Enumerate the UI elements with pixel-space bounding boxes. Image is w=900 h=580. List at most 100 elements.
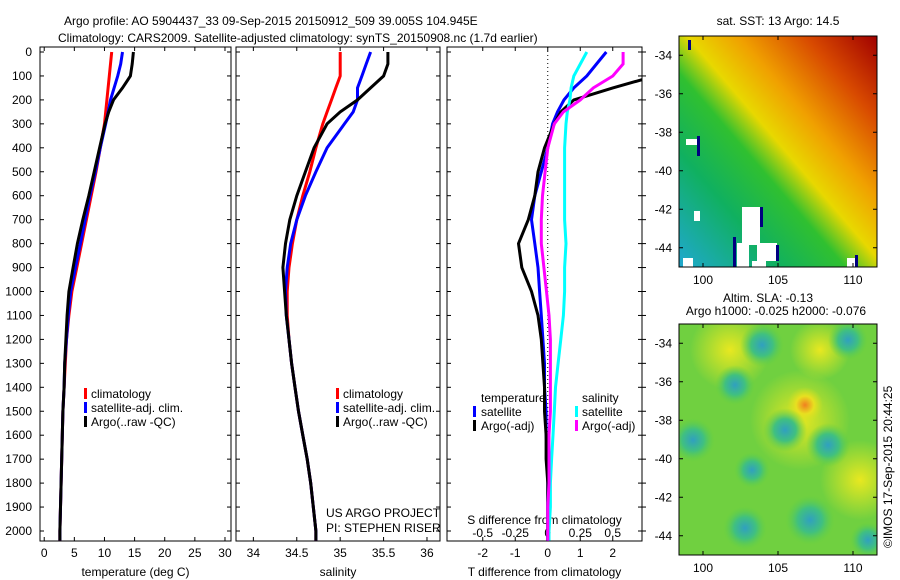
y-tick-label: 0 bbox=[25, 45, 32, 59]
x-tick-label: 34.5 bbox=[285, 546, 309, 560]
legend-swatch bbox=[336, 388, 339, 399]
x-tick-label: 0 bbox=[41, 546, 48, 560]
y-tick-label: 300 bbox=[12, 117, 32, 131]
s-tick-label: -0.5 bbox=[472, 526, 493, 540]
series-line-s-argo-adj- bbox=[539, 52, 625, 541]
x-tick-label: 36 bbox=[420, 546, 434, 560]
cloud-mask bbox=[683, 139, 855, 267]
y-tick-label: 1400 bbox=[5, 380, 32, 394]
x-tick-label: -2 bbox=[477, 546, 488, 560]
legend-label: Argo(-adj) bbox=[481, 419, 534, 433]
legend-label: climatology bbox=[91, 387, 151, 401]
map-x-tick-label: 105 bbox=[768, 273, 788, 287]
series-line-satellite-adj-clim- bbox=[283, 51, 373, 541]
s-tick-label: 0.25 bbox=[569, 526, 593, 540]
legend-swatch bbox=[84, 388, 87, 399]
legend-swatch bbox=[84, 416, 87, 427]
title-line-1: Argo profile: AO 5904437_33 09-Sep-2015 … bbox=[64, 14, 478, 28]
legend-swatch bbox=[84, 402, 87, 413]
legend-label: satellite-adj. clim. bbox=[343, 401, 435, 415]
s-tick-label: -0.25 bbox=[502, 526, 530, 540]
y-tick-label: 1200 bbox=[5, 332, 32, 346]
x-tick-label: 1 bbox=[577, 546, 584, 560]
x-tick-label: 35 bbox=[333, 546, 347, 560]
y-tick-label: 400 bbox=[12, 141, 32, 155]
y-tick-label: 1300 bbox=[5, 356, 32, 370]
x-tick-label: 5 bbox=[71, 546, 78, 560]
map-x-tick-label: 100 bbox=[693, 561, 713, 575]
sla-map: Altim. SLA: -0.13 Argo h1000: -0.025 h20… bbox=[655, 291, 878, 575]
legend-title-temperature: temperature bbox=[481, 391, 546, 405]
y-tick-label: 200 bbox=[12, 93, 32, 107]
series-line-t-satellite bbox=[529, 51, 608, 541]
s-tick-label: 0.5 bbox=[604, 526, 621, 540]
legend-swatch bbox=[473, 406, 476, 417]
x-tick-label: 35.5 bbox=[372, 546, 396, 560]
x-tick-label: 0 bbox=[544, 546, 551, 560]
series-line-climatology bbox=[285, 52, 342, 541]
map-y-tick-label: -36 bbox=[655, 87, 673, 101]
legend-swatch bbox=[336, 416, 339, 427]
s-axis-label: S difference from climatology bbox=[467, 513, 622, 527]
legend-swatch bbox=[575, 420, 578, 431]
legend-swatch bbox=[575, 406, 578, 417]
sla-field bbox=[679, 324, 877, 555]
map-y-tick-label: -40 bbox=[655, 452, 673, 466]
y-tick-label: 1900 bbox=[5, 500, 32, 514]
x-tick-label: 20 bbox=[158, 546, 172, 560]
y-tick-label: 1700 bbox=[5, 452, 32, 466]
legend-label: satellite-adj. clim. bbox=[91, 401, 183, 415]
sst-map-title: sat. SST: 13 Argo: 14.5 bbox=[717, 14, 840, 28]
temperature-panel: 0100200300400500600700800900100011001200… bbox=[5, 45, 232, 579]
y-tick-label: 100 bbox=[12, 69, 32, 83]
y-tick-label: 800 bbox=[12, 237, 32, 251]
series-line-t-argo-adj- bbox=[516, 78, 642, 541]
legend-label: Argo(..raw -QC) bbox=[343, 415, 428, 429]
series-group bbox=[516, 51, 642, 541]
x-tick-label: 34 bbox=[247, 546, 261, 560]
legend-label: Argo(-adj) bbox=[582, 419, 635, 433]
y-tick-label: 600 bbox=[12, 189, 32, 203]
difference-panel: -2 -1 0 1 2 T difference from climatology -0.5… bbox=[446, 46, 646, 579]
panel-frame bbox=[235, 46, 441, 542]
sst-field bbox=[679, 36, 877, 267]
sst-map: sat. SST: 13 Argo: 14.5 100 105 110 -34 -36 -… bbox=[655, 14, 878, 287]
map-y-tick-label: -44 bbox=[655, 241, 673, 255]
y-tick-label: 1500 bbox=[5, 404, 32, 418]
panel-frame bbox=[446, 46, 643, 542]
y-tick-label: 1600 bbox=[5, 428, 32, 442]
x-tick-label: 2 bbox=[609, 546, 616, 560]
map-y-tick-label: -40 bbox=[655, 164, 673, 178]
y-tick-label: 900 bbox=[12, 261, 32, 275]
y-tick-label: 2000 bbox=[5, 524, 32, 538]
y-tick-label: 500 bbox=[12, 165, 32, 179]
sla-map-subtitle: Argo h1000: -0.025 h2000: -0.076 bbox=[686, 304, 866, 318]
y-tick-label: 1800 bbox=[5, 476, 32, 490]
map-y-tick-label: -36 bbox=[655, 375, 673, 389]
title-line-2: Climatology: CARS2009. Satellite-adjuste… bbox=[58, 31, 538, 45]
cloud-mask-edges bbox=[688, 40, 858, 267]
map-y-tick-label: -38 bbox=[655, 413, 673, 427]
legend-swatch bbox=[336, 402, 339, 413]
map-x-tick-label: 110 bbox=[843, 561, 862, 575]
x-axis-label: T difference from climatology bbox=[468, 565, 622, 579]
panel-frame bbox=[39, 46, 232, 542]
map-x-tick-label: 100 bbox=[693, 273, 713, 287]
map-y-tick-label: -34 bbox=[655, 48, 673, 62]
series-line-argo-raw-qc- bbox=[58, 51, 135, 541]
salinity-panel: 34 34.5 35 35.5 36 salinity climatologysatelli… bbox=[235, 46, 441, 579]
series-group bbox=[58, 51, 135, 541]
x-tick-label: 25 bbox=[188, 546, 202, 560]
legend-label: Argo(..raw -QC) bbox=[91, 415, 176, 429]
x-axis-label: salinity bbox=[320, 565, 357, 579]
map-y-tick-label: -42 bbox=[655, 490, 673, 504]
x-tick-label: 10 bbox=[98, 546, 112, 560]
legend-label: satellite bbox=[481, 405, 522, 419]
map-y-tick-label: -34 bbox=[655, 336, 673, 350]
map-y-tick-label: -38 bbox=[655, 125, 673, 139]
legend-swatch bbox=[473, 420, 476, 431]
x-tick-label: -1 bbox=[510, 546, 521, 560]
series-line-argo-raw-qc- bbox=[281, 52, 390, 541]
legend-label: satellite bbox=[582, 405, 623, 419]
